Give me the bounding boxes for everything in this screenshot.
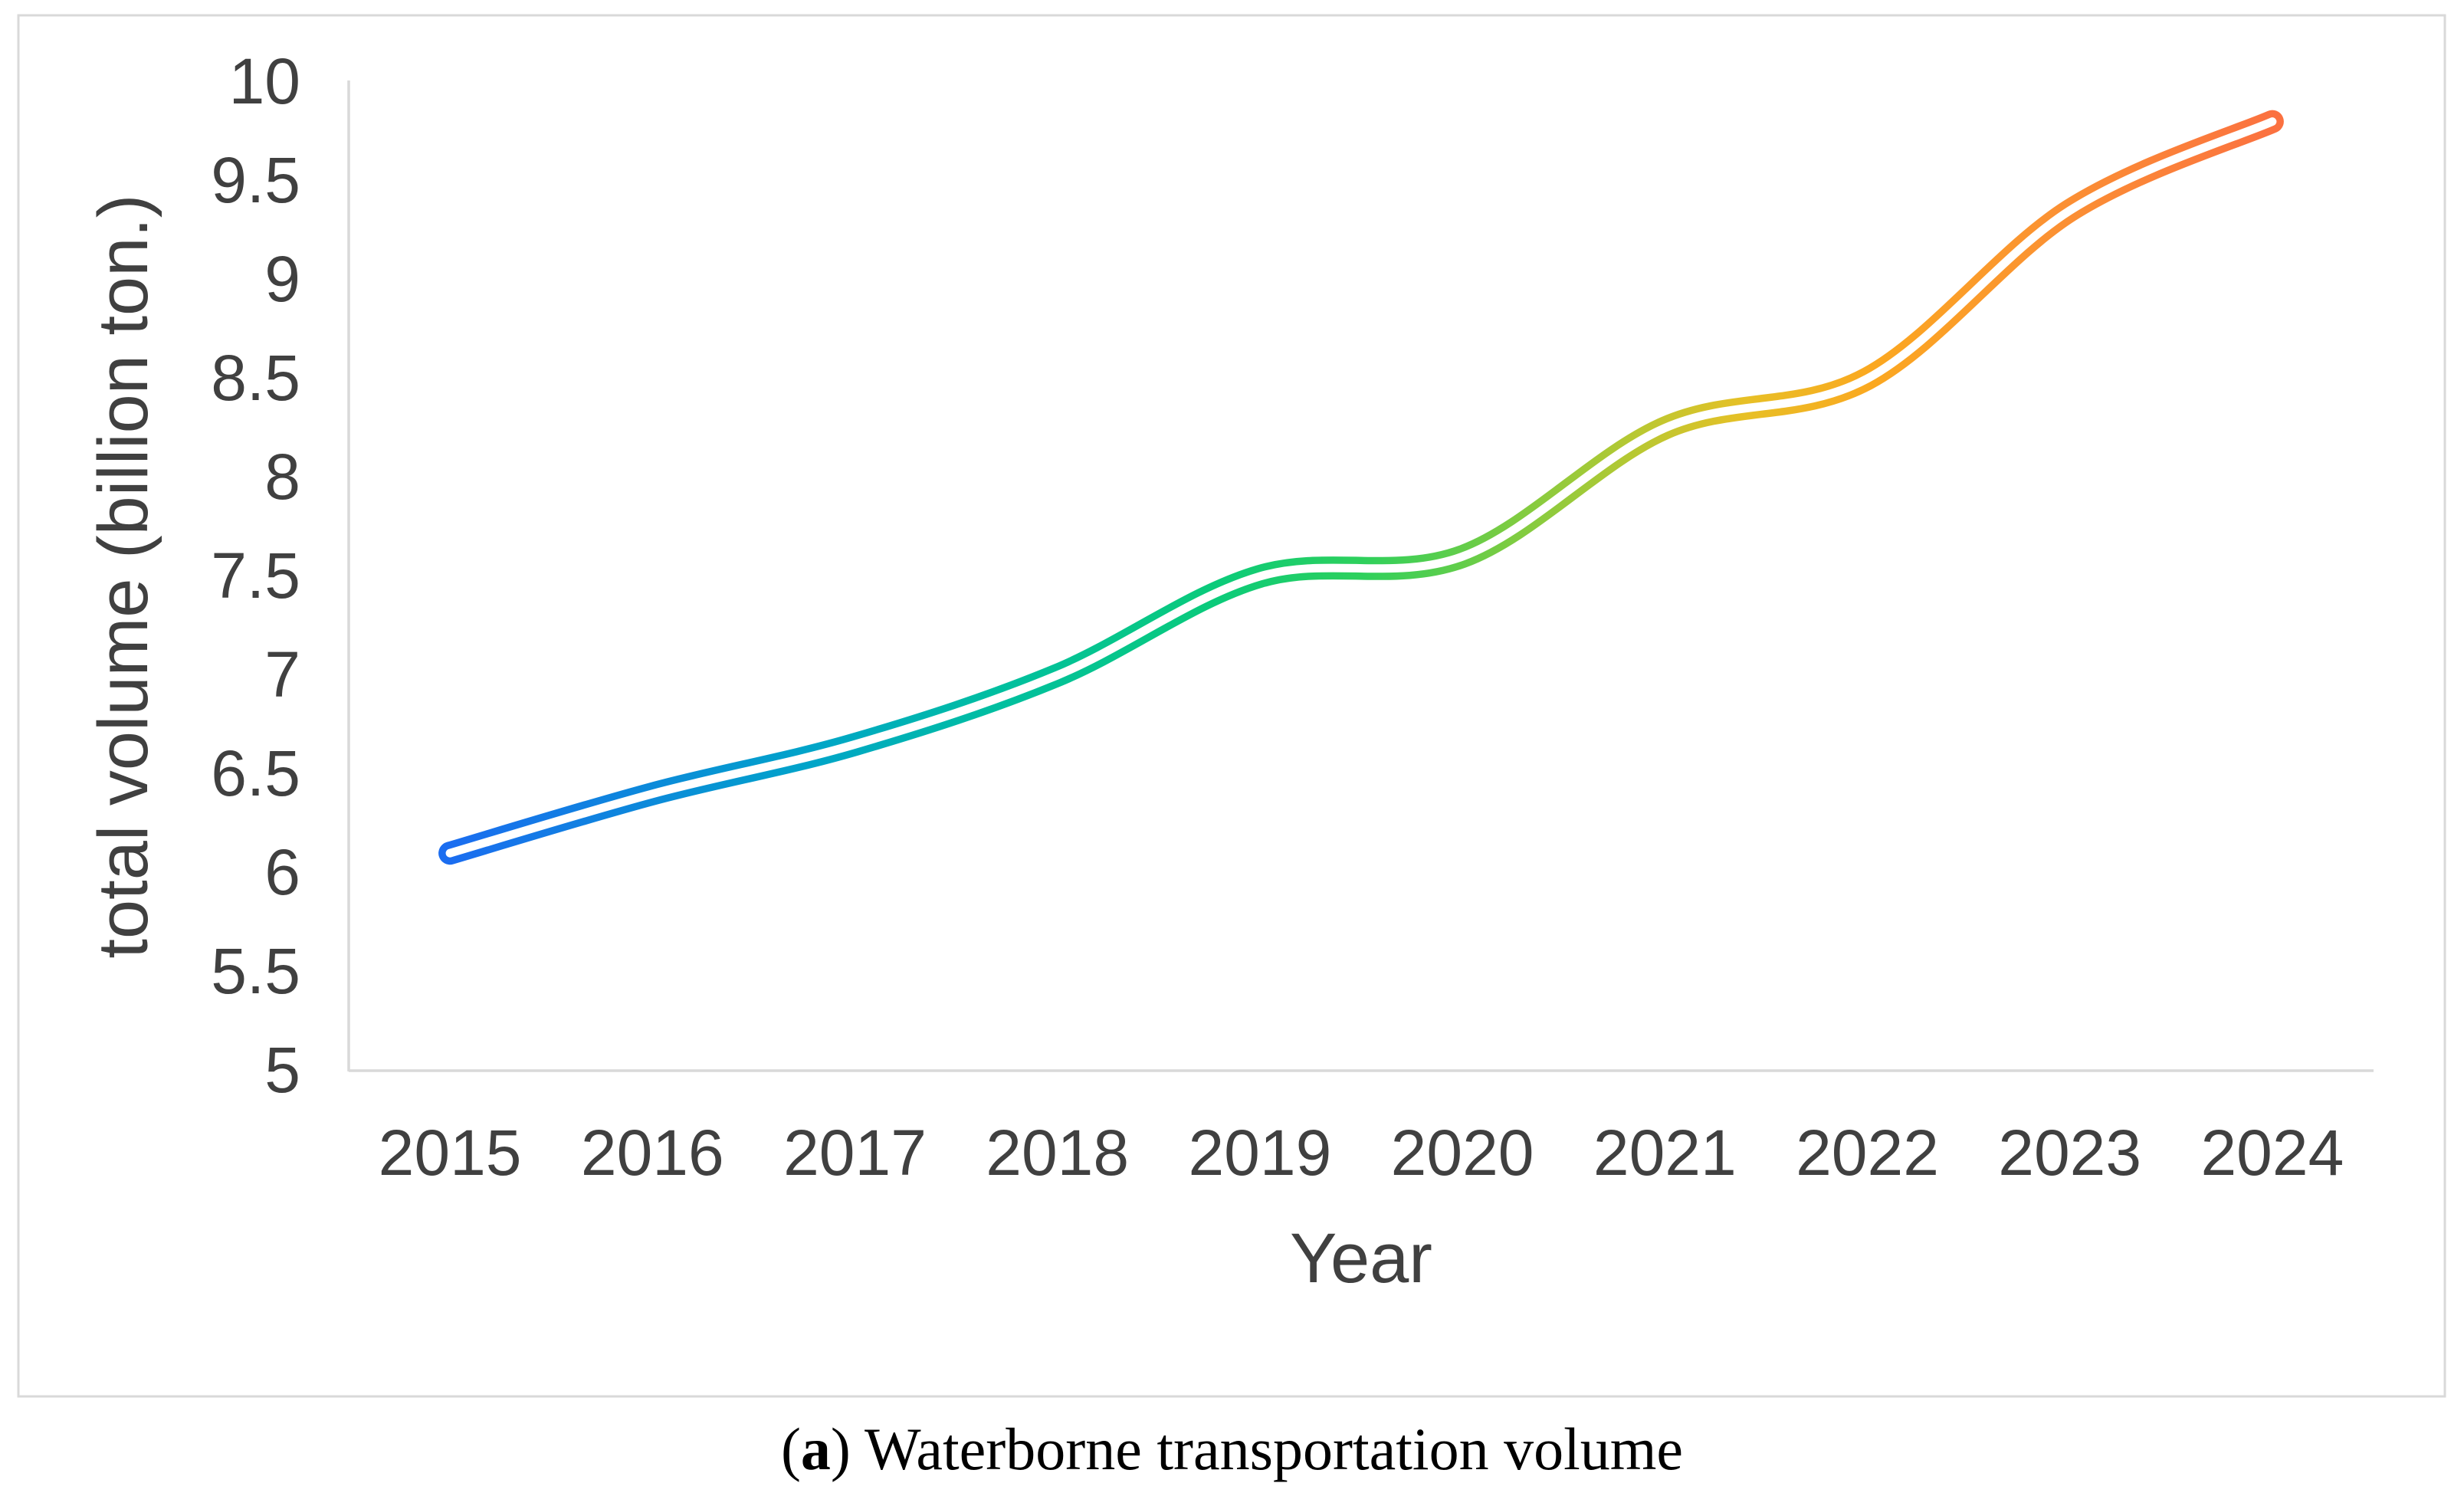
y-axis-title: total volume (billion ton.) [84, 194, 162, 958]
y-tick-label: 8.5 [211, 342, 300, 414]
x-tick-label: 2015 [379, 1117, 522, 1189]
caption-paren-close: ) [830, 1416, 851, 1482]
x-tick-label: 2020 [1391, 1117, 1534, 1189]
figure-border [17, 14, 2446, 1398]
figure-caption: (a) Waterborne transportation volume [0, 1399, 2464, 1499]
x-tick-label: 2023 [1998, 1117, 2141, 1189]
x-axis-tick-labels: 2015 2016 2017 2018 2019 2020 2021 2022 2023 2024 [379, 1117, 2344, 1189]
y-tick-label: 6.5 [211, 737, 300, 809]
x-tick-label: 2021 [1593, 1117, 1737, 1189]
y-tick-label: 6 [264, 836, 300, 908]
x-tick-label: 2022 [1796, 1117, 1939, 1189]
y-tick-label: 9.5 [211, 144, 300, 216]
x-axis-title: Year [1290, 1219, 1432, 1298]
y-axis-tick-labels: 5 5.5 6 6.5 7 7.5 8 8.5 9 9.5 10 [211, 45, 300, 1106]
caption-paren-open: ( [780, 1416, 801, 1482]
y-tick-label: 7.5 [211, 540, 300, 612]
y-tick-label: 5.5 [211, 935, 300, 1007]
caption-text: Waterborne transportation volume [850, 1416, 1684, 1482]
y-tick-label: 5 [264, 1034, 300, 1106]
caption-marker: a [800, 1416, 831, 1482]
data-line-highlight [445, 117, 2277, 858]
y-tick-label: 10 [229, 45, 300, 117]
x-tick-label: 2017 [783, 1117, 927, 1189]
y-tick-label: 7 [264, 638, 300, 710]
x-tick-label: 2019 [1188, 1117, 1331, 1189]
x-tick-label: 2018 [986, 1117, 1129, 1189]
data-line [438, 110, 2284, 865]
y-tick-label: 8 [264, 441, 300, 513]
y-tick-label: 9 [264, 243, 300, 315]
x-tick-label: 2016 [581, 1117, 724, 1189]
x-tick-label: 2024 [2200, 1117, 2344, 1189]
